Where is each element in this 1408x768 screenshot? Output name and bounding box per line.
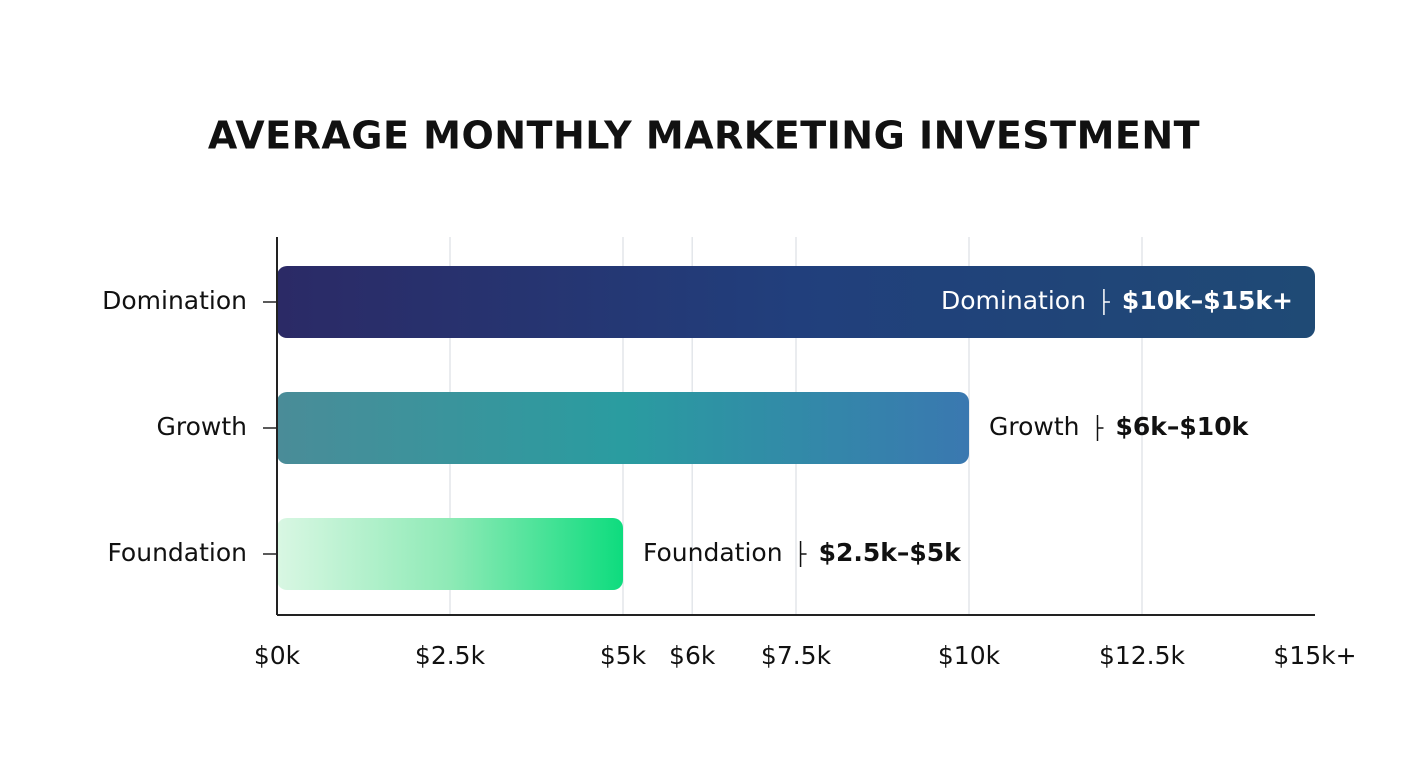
value-label-range: $2.5k–$5k	[819, 538, 963, 567]
bar	[277, 392, 969, 464]
y-tick-label: Foundation	[107, 538, 247, 567]
value-label-range: $10k–$15k+	[1122, 286, 1293, 315]
x-tick-label: $7.5k	[761, 641, 832, 670]
value-label-name: Domination	[941, 286, 1086, 315]
value-label-name: Growth	[989, 412, 1080, 441]
value-label: Foundation $2.5k–$5k	[643, 538, 962, 567]
value-label: Growth $6k–$10k	[989, 412, 1250, 441]
value-label: Domination $10k–$15k+	[941, 286, 1293, 315]
y-tick-label: Domination	[102, 286, 247, 315]
bar	[277, 266, 1315, 338]
x-tick-label: $10k	[938, 641, 1001, 670]
bar	[277, 518, 623, 590]
x-tick-label: $5k	[600, 641, 647, 670]
x-tick-label: $2.5k	[415, 641, 486, 670]
x-tick-label: $0k	[254, 641, 301, 670]
x-tick-label: $12.5k	[1099, 641, 1186, 670]
bars	[277, 266, 1315, 590]
value-label-range: $6k–$10k	[1116, 412, 1250, 441]
x-tick-label: $15k+	[1273, 641, 1356, 670]
value-label-name: Foundation	[643, 538, 783, 567]
y-tick-label: Growth	[157, 412, 248, 441]
chart-title: AVERAGE MONTHLY MARKETING INVESTMENT	[208, 114, 1200, 158]
x-tick-label: $6k	[669, 641, 716, 670]
